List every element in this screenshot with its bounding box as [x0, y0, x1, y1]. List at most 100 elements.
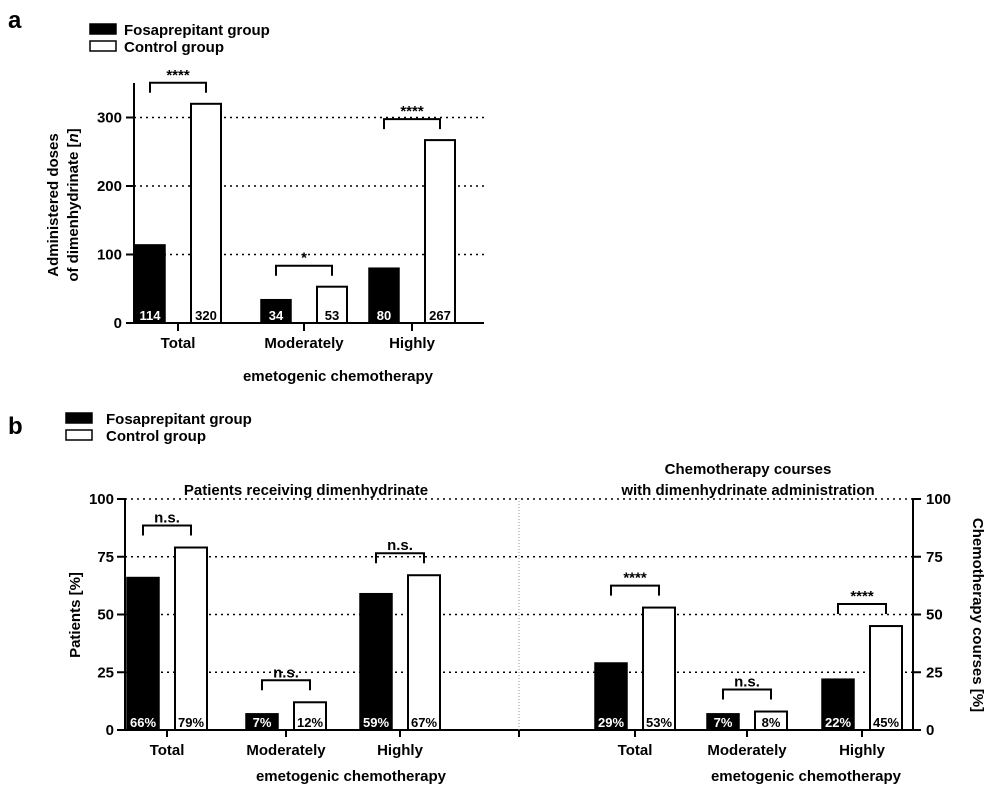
panel-b-value-label-control: 67% [411, 715, 437, 730]
panel-a-bar-control [190, 102, 222, 324]
panel-b-significance-bracket [142, 524, 192, 536]
panel-b-category-label: Highly [377, 742, 423, 759]
panel-b-left-title: Patients receiving dimenhydrinate [184, 482, 428, 499]
panel-b-significance-bracket [610, 584, 660, 596]
panel-b-letter: b [8, 413, 23, 440]
panel-a-bar-fosaprepitant [134, 244, 166, 324]
panel-b-ytick-label-right: 0 [926, 722, 934, 739]
panel-b-ytick-label-left: 100 [89, 491, 114, 508]
panel-a-value-label-fosaprepitant: 114 [140, 308, 162, 323]
panel-a-category-label: Total [161, 335, 196, 352]
panel-a-value-label-control: 53 [325, 308, 339, 323]
legend-a-label-fosaprepitant: Fosaprepitant group [124, 22, 270, 39]
panel-b-right-title-line2: with dimenhydrinate administration [620, 482, 874, 499]
panel-b-bar-fosaprepitant [245, 713, 279, 731]
panel-b-value-label-control: 45% [873, 715, 899, 730]
panel-b-significance-label: n.s. [387, 537, 413, 554]
panel-b-bar-control [174, 546, 208, 732]
panel-b-bar-fosaprepitant [594, 662, 628, 731]
panel-b-significance-label: n.s. [273, 664, 299, 681]
panel-a-value-label-fosaprepitant: 34 [269, 308, 284, 323]
panel-b-bar-fosaprepitant [821, 678, 855, 731]
panel-a-significance-bracket [383, 118, 441, 130]
panel-a-significance-bracket [275, 264, 333, 276]
panel-b-bar-control [407, 574, 441, 731]
panel-b-value-label-fosaprepitant: 59% [363, 715, 389, 730]
panel-b-category-label: Highly [839, 742, 885, 759]
panel-b-significance-bracket [722, 688, 772, 700]
panel-b-category-label: Total [150, 742, 185, 759]
panel-b-category-label: Moderately [707, 742, 787, 759]
panel-a-ylabel-line2-n: n [65, 133, 82, 142]
panel-a-value-label-fosaprepitant: 80 [377, 308, 391, 323]
panel-a-ytick-label: 100 [97, 247, 122, 264]
panel-b-value-label-control: 53% [646, 715, 672, 730]
panel-b-ylabel-left: Patients [%] [67, 572, 84, 658]
panel-b-significance-label: n.s. [154, 510, 180, 527]
panel-b-right-title-line1: Chemotherapy courses [665, 461, 832, 478]
panel-b-value-label-fosaprepitant: 66% [130, 715, 156, 730]
legend-a-swatch-control [89, 40, 117, 52]
panel-a-bar-fosaprepitant [260, 298, 292, 324]
legend-b-swatch-control [65, 429, 93, 441]
panel-b-ytick-label-right: 25 [926, 664, 943, 681]
panel-a-value-label-control: 267 [429, 308, 451, 323]
panel-b-ytick-label-right: 50 [926, 607, 943, 624]
panel-a-ylabel-line2-main: of dimenhydrinate [ [65, 142, 82, 281]
panel-a-bar-control [316, 285, 348, 325]
panel-a-value-label-control: 320 [195, 308, 217, 323]
panel-a-ylabel-line1: Administered doses [45, 133, 62, 276]
panel-a-ylabel: Administered doses of dimenhydrinate [n] [45, 128, 82, 281]
panel-a-xlabel: emetogenic chemotherapy [243, 368, 434, 385]
panel-a-bar-fosaprepitant [368, 267, 400, 324]
panel-b-significance-label: **** [623, 570, 647, 587]
panel-b-value-label-fosaprepitant: 29% [598, 715, 624, 730]
panel-b-ytick-label-left: 0 [106, 722, 114, 739]
panel-b-significance-label: **** [850, 588, 874, 605]
panel-b-significance-bracket [375, 552, 425, 564]
panel-a-bar-control [424, 139, 456, 324]
panel-a-significance-label: **** [400, 103, 424, 120]
panel-a-category-label: Highly [389, 335, 435, 352]
panel-b-bar-fosaprepitant [706, 713, 740, 731]
panel-b-ylabel-right: Chemotherapy courses [%] [969, 518, 986, 712]
panel-a-significance-bracket [149, 81, 207, 93]
panel-b-value-label-fosaprepitant: 7% [253, 715, 272, 730]
panel-b-bar-fosaprepitant [359, 592, 393, 731]
panel-a-ylabel-line2-close: ] [65, 128, 82, 133]
panel-b-value-label-control: 79% [178, 715, 204, 730]
panel-b-xlabel-left: emetogenic chemotherapy [256, 768, 447, 785]
panel-b-value-label-control: 8% [762, 715, 781, 730]
panel-b-ytick-label-left: 50 [97, 607, 114, 624]
panel-b-category-label: Moderately [246, 742, 326, 759]
panel-b-value-label-control: 12% [297, 715, 323, 730]
panel-b-xlabel-right: emetogenic chemotherapy [711, 768, 902, 785]
panel-b-significance-bracket [837, 603, 887, 615]
panel-b-bar-control [754, 710, 788, 732]
legend-b-swatch-fosaprepitant [65, 412, 93, 424]
panel-a-significance-label: * [301, 250, 307, 267]
panel-b-value-label-fosaprepitant: 7% [714, 715, 733, 730]
panel-b-ytick-label-right: 75 [926, 549, 943, 566]
legend-b-label-fosaprepitant: Fosaprepitant group [106, 411, 252, 428]
legend-b-label-control: Control group [106, 428, 206, 445]
panel-a-significance-label: **** [166, 67, 190, 84]
panel-b-ytick-label-left: 25 [97, 664, 114, 681]
panel-b-bar-fosaprepitant [126, 576, 160, 731]
panel-b-ytick-label-left: 75 [97, 549, 114, 566]
panel-a-ytick-label: 0 [114, 315, 122, 332]
panel-b-bar-control [293, 701, 327, 732]
panel-b-significance-label: n.s. [734, 674, 760, 691]
legend-a-swatch-fosaprepitant [89, 23, 117, 35]
panel-a-category-label: Moderately [264, 335, 344, 352]
chart-marks: 0 100 200 300 Total 114 320 **** Moderately 34 53 *… [89, 67, 951, 759]
panel-b-value-label-fosaprepitant: 22% [825, 715, 851, 730]
panel-b-significance-bracket [261, 679, 311, 691]
panel-a-ylabel-line2: of dimenhydrinate [n] [65, 128, 82, 281]
legend-a-label-control: Control group [124, 39, 224, 56]
panel-a-ytick-label: 300 [97, 110, 122, 127]
panel-a-letter: a [8, 7, 22, 34]
panel-a-ytick-label: 200 [97, 178, 122, 195]
panel-b-ytick-label-right: 100 [926, 491, 951, 508]
